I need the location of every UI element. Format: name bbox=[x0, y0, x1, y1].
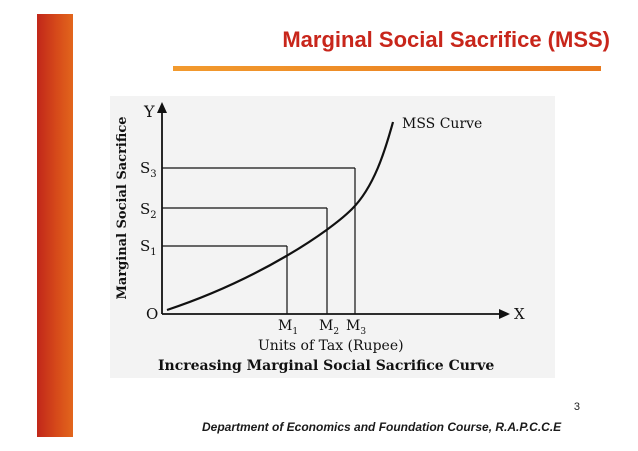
footer-text: Department of Economics and Foundation C… bbox=[202, 420, 562, 434]
diagram-caption: Increasing Marginal Social Sacrifice Cur… bbox=[158, 358, 494, 374]
mss-curve-label: MSS Curve bbox=[402, 116, 482, 132]
x-axis-letter: X bbox=[514, 305, 525, 323]
left-accent-bar bbox=[37, 14, 73, 437]
y-axis-arrow bbox=[157, 102, 167, 113]
x-axis-arrow bbox=[499, 309, 510, 319]
title-underline bbox=[173, 66, 601, 71]
m1-label: M1 bbox=[278, 318, 298, 337]
slide-title: Marginal Social Sacrifice (MSS) bbox=[282, 27, 610, 52]
mss-curve bbox=[166, 121, 395, 312]
y-axis-letter: Y bbox=[143, 102, 155, 121]
mss-diagram-svg: Y X O S3 S2 S1 M1 M2 M3 MSS Curve Units … bbox=[115, 102, 525, 374]
mss-diagram: Y X O S3 S2 S1 M1 M2 M3 MSS Curve Units … bbox=[110, 96, 555, 378]
slide-number: 3 bbox=[573, 401, 580, 413]
y-axis-title: Marginal Social Sacrifice bbox=[115, 117, 130, 300]
s3-label: S3 bbox=[140, 159, 157, 180]
x-axis-title: Units of Tax (Rupee) bbox=[258, 338, 404, 354]
s1-label: S1 bbox=[140, 237, 157, 258]
origin-label: O bbox=[146, 305, 158, 323]
s2-label: S2 bbox=[140, 200, 157, 221]
m3-label: M3 bbox=[346, 318, 366, 337]
m2-label: M2 bbox=[319, 318, 339, 337]
